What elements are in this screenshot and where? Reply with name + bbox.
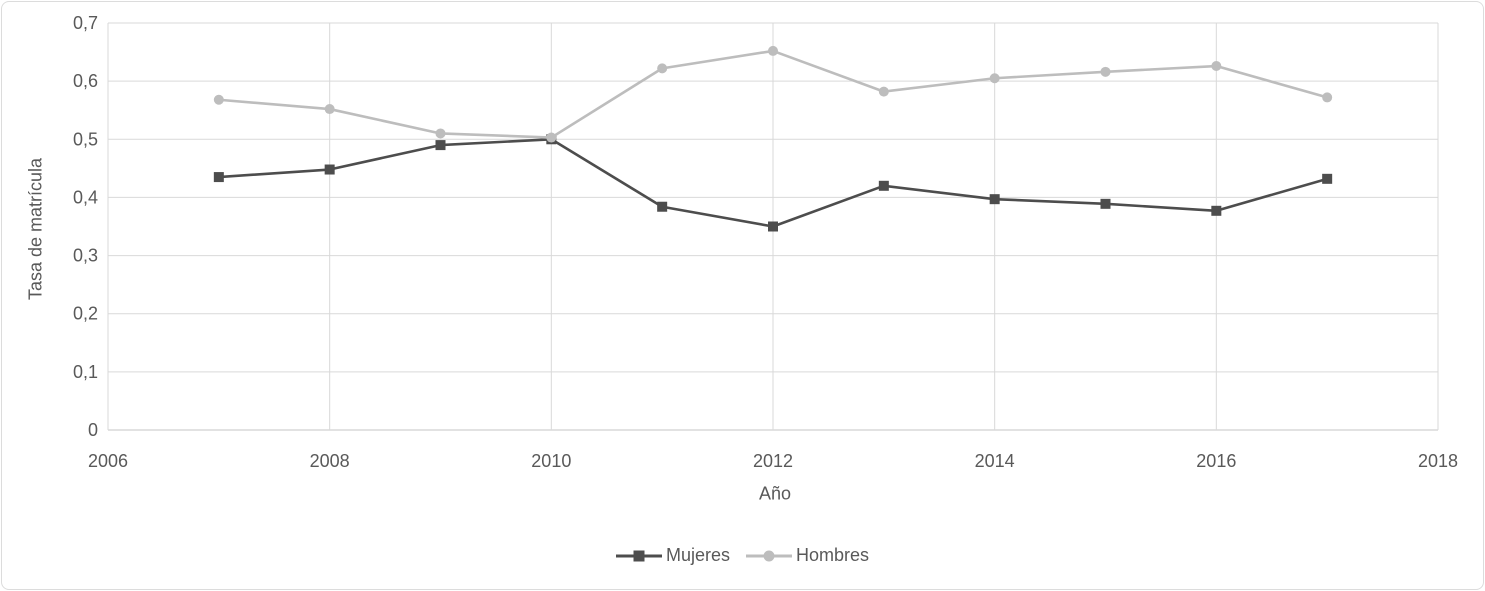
y-axis-title: Tasa de matrícula	[25, 157, 46, 301]
x-axis-title: Año	[758, 483, 792, 504]
x-tick-label: 2014	[975, 451, 1015, 471]
y-tick-label: 0,7	[73, 13, 98, 33]
marker-mujeres	[768, 221, 778, 232]
marker-hombres	[878, 86, 889, 97]
x-tick-label: 2016	[1196, 451, 1236, 471]
x-tick-label: 2018	[1418, 451, 1458, 471]
legend-label: Hombres	[796, 545, 870, 565]
marker-mujeres	[1322, 173, 1333, 184]
marker-mujeres	[878, 180, 889, 191]
marker-hombres	[989, 73, 1000, 84]
marker-mujeres	[435, 140, 446, 151]
y-tick-label: 0,4	[73, 187, 98, 207]
marker-hombres	[213, 94, 224, 105]
y-tick-label: 0,1	[73, 362, 98, 382]
legend-marker-square-icon	[615, 550, 662, 561]
marker-hombres	[546, 132, 557, 143]
marker-hombres	[1100, 66, 1111, 77]
y-tick-label: 0,2	[73, 304, 98, 324]
marker-mujeres	[1100, 198, 1111, 209]
marker-hombres	[1211, 61, 1222, 72]
legend-marker-circle-icon	[746, 550, 792, 561]
legend: Mujeres Hombres	[2, 545, 1483, 566]
marker-mujeres	[324, 164, 335, 175]
x-tick-label: 2012	[753, 451, 793, 471]
y-tick-label: 0,5	[73, 129, 98, 149]
marker-mujeres	[213, 172, 224, 183]
y-tick-label: 0	[88, 420, 98, 440]
legend-item-mujeres: Mujeres	[615, 545, 730, 566]
legend-label: Mujeres	[665, 545, 730, 565]
x-tick-label: 2010	[531, 451, 571, 471]
marker-hombres	[435, 128, 446, 139]
y-tick-label: 0,6	[73, 71, 98, 91]
marker-mujeres	[989, 194, 1000, 205]
marker-mujeres	[657, 201, 668, 212]
marker-hombres	[768, 45, 778, 56]
legend-item-hombres: Hombres	[746, 545, 869, 566]
marker-hombres	[324, 104, 335, 115]
marker-mujeres	[1211, 205, 1222, 216]
marker-hombres	[1322, 92, 1333, 103]
x-tick-label: 2006	[88, 451, 128, 471]
y-tick-label: 0,3	[73, 246, 98, 266]
marker-hombres	[657, 63, 668, 74]
x-tick-label: 2008	[310, 451, 350, 471]
